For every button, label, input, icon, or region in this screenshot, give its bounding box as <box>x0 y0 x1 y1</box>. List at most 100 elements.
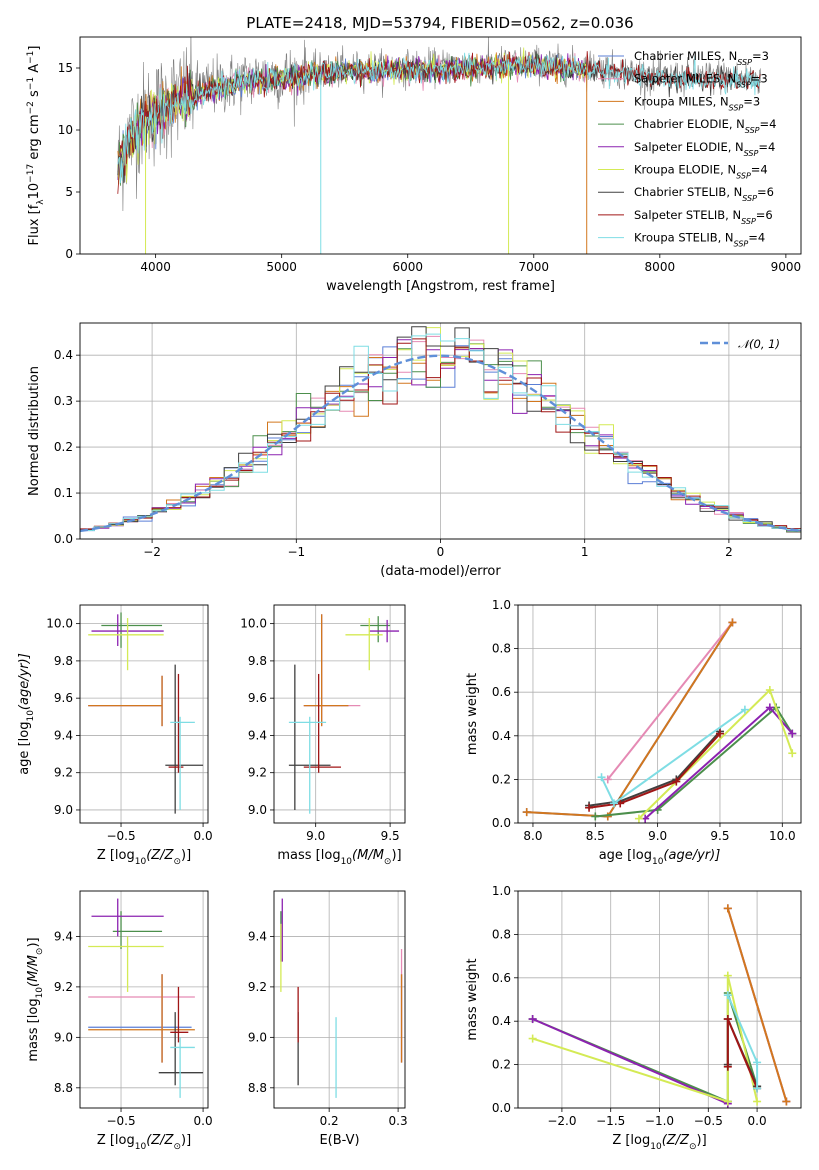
x-tick-label: 0.0 <box>748 1114 767 1128</box>
weight-line-3 <box>595 705 794 818</box>
plot-area-spectrum <box>117 37 761 254</box>
y-tick-label: 0.4 <box>492 729 511 743</box>
x-tick-label: −1.0 <box>645 1114 674 1128</box>
y-tick-label: 0.8 <box>492 927 511 941</box>
error-cross-8 <box>170 716 195 810</box>
weight-line-2 <box>726 908 788 1102</box>
x-tick-label: 9.5 <box>381 829 400 843</box>
x-tick-label: 9.0 <box>648 829 667 843</box>
y-tick-label: 15 <box>58 61 73 75</box>
error-cross-5 <box>88 936 164 992</box>
weight-marker <box>788 729 797 738</box>
y-tick-label: 10 <box>58 123 73 137</box>
x-tick-label: 9.0 <box>306 829 325 843</box>
axes-frame <box>79 604 209 824</box>
weight-marker <box>528 1034 537 1043</box>
y-axis-label: mass weight <box>465 673 480 755</box>
weight-marker <box>634 814 643 823</box>
plot-area-residuals <box>80 326 801 534</box>
y-tick-label: 9.2 <box>248 766 267 780</box>
plot-area-weight-vs-Z <box>528 904 791 1108</box>
x-tick-label: 9.5 <box>710 829 729 843</box>
axes-age-vs-mass: 9.0 9.5 9.0 9.2 9.4 9.6 9.8 10.0 mass [log10(M/M… <box>240 604 406 867</box>
y-tick-label: 1.0 <box>492 598 511 612</box>
weight-marker <box>740 705 749 714</box>
axes-weight-vs-Z: −2.0 −1.5 −1.0 −0.5 0.0 0.0 0.2 0.4 0.6 0.8 1.0 Z [… <box>465 884 802 1152</box>
x-tick-label: −2 <box>143 545 161 559</box>
x-tick-label: 2 <box>725 545 733 559</box>
error-cross-2 <box>303 614 349 727</box>
legend-entry: Chabrier STELIB, NSSP=6 <box>634 185 774 203</box>
weight-marker <box>597 773 606 782</box>
y-tick-label: 9.0 <box>54 803 73 817</box>
normal-legend-label: 𝒩(0, 1) <box>738 337 780 351</box>
weight-marker <box>765 686 774 695</box>
x-tick-label: 10.0 <box>769 829 796 843</box>
y-tick-label: 9.4 <box>248 728 267 742</box>
error-cross-2 <box>88 675 163 727</box>
weight-marker <box>723 971 732 980</box>
x-tick-label: 8.5 <box>586 829 605 843</box>
y-tick-label: 10.0 <box>46 617 73 631</box>
histogram-series-8 <box>80 333 801 533</box>
y-tick-label: 9.0 <box>248 1030 267 1044</box>
y-tick-label: 9.0 <box>54 1030 73 1044</box>
error-cross-3 <box>360 616 391 643</box>
y-tick-label: 0.6 <box>492 971 511 985</box>
x-axis-label: age [log10(age/yr)] <box>599 848 721 867</box>
weight-marker <box>528 1015 537 1024</box>
x-tick-label: 9000 <box>771 260 802 274</box>
y-tick-label: 0 <box>65 247 73 261</box>
weight-marker <box>715 729 724 738</box>
y-tick-label: 0.6 <box>492 685 511 699</box>
weight-marker <box>782 1097 791 1106</box>
axes-frame <box>79 322 802 540</box>
x-tick-label: −0.5 <box>106 1114 135 1128</box>
y-tick-label: 0.1 <box>54 486 73 500</box>
legend-entry: Salpeter ELODIE, NSSP=4 <box>634 140 775 158</box>
error-cross-3 <box>101 612 163 648</box>
x-tick-label: −0.5 <box>694 1114 723 1128</box>
plot-area-age-vs-Z <box>88 612 204 814</box>
weight-marker <box>723 991 732 1000</box>
weight-marker <box>522 808 531 817</box>
y-tick-label: 1.0 <box>492 884 511 898</box>
x-axis-label: wavelength [Angstrom, rest frame] <box>326 279 555 294</box>
y-tick-label: 9.8 <box>248 654 267 668</box>
x-tick-label: −2.0 <box>547 1114 576 1128</box>
axes-frame <box>273 890 406 1109</box>
y-tick-label: 0.4 <box>492 1014 511 1028</box>
x-tick-label: 8000 <box>645 260 676 274</box>
axes-weight-vs-age: 8.0 8.5 9.0 9.5 10.0 0.0 0.2 0.4 0.6 0.8 1.0 age [l… <box>465 598 802 867</box>
weight-line-7 <box>588 732 721 809</box>
plot-area-age-vs-mass <box>288 614 400 814</box>
error-cross-6 <box>158 1012 204 1086</box>
error-cross-4 <box>91 898 164 937</box>
y-tick-label: 9.2 <box>54 766 73 780</box>
x-tick-label: 5000 <box>266 260 297 274</box>
axes-frame <box>79 36 802 255</box>
x-axis-label: mass [log10(M/M⊙)] <box>277 848 401 867</box>
y-axis-label: Flux [fλ10−17 erg cm−2 s−1 A−1] <box>26 46 46 246</box>
error-cross-2 <box>88 974 195 1063</box>
axes-frame <box>517 890 802 1109</box>
x-tick-label: 0.0 <box>194 1114 213 1128</box>
x-tick-label: −0.5 <box>106 829 135 843</box>
y-tick-label: 0.2 <box>492 772 511 786</box>
x-tick-label: −1 <box>287 545 305 559</box>
x-tick-label: 4000 <box>140 260 171 274</box>
spectrum-legend: Chabrier MILES, NSSP=3 Salpeter MILES, NS… <box>598 49 776 248</box>
y-tick-label: 9.4 <box>54 929 73 943</box>
model-line-8 <box>117 52 761 184</box>
legend-entry: Kroupa ELODIE, NSSP=4 <box>634 163 768 181</box>
weight-marker <box>603 775 612 784</box>
error-cross-7 <box>170 986 189 1043</box>
figure-title: PLATE=2418, MJD=53794, FIBERID=0562, z=0… <box>246 14 633 32</box>
error-cross-8 <box>170 1037 195 1098</box>
y-tick-label: 9.8 <box>54 654 73 668</box>
weight-marker <box>723 904 732 913</box>
x-tick-label: 0 <box>437 545 445 559</box>
y-axis-label: mass weight <box>465 958 480 1040</box>
axes-spectrum: 4000 5000 6000 7000 8000 9000 0 5 10 15 wavelength… <box>26 36 802 294</box>
